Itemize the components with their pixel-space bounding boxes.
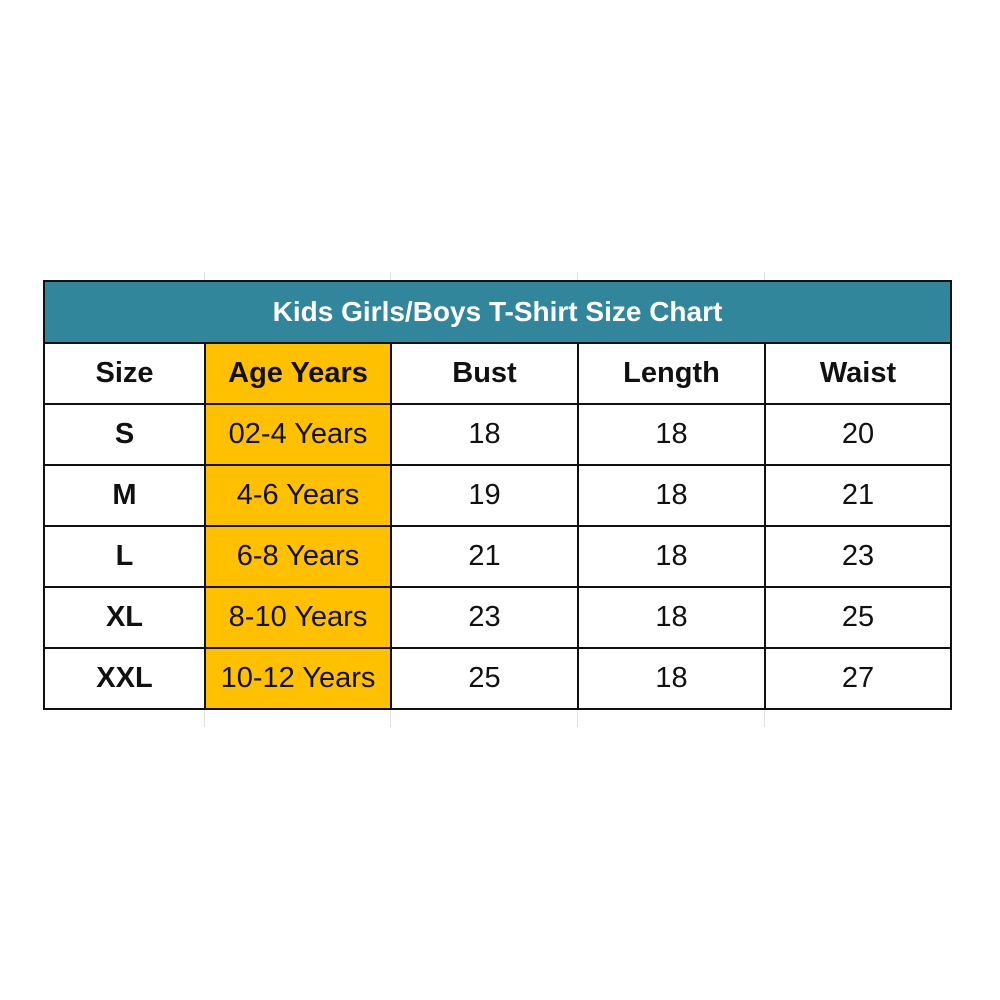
cell-length: 18 — [577, 525, 766, 588]
cell-length: 18 — [577, 403, 766, 466]
cell-waist: 20 — [763, 403, 953, 466]
table-row: L 6-8 Years 21 18 23 — [43, 525, 953, 588]
table-row: XL 8-10 Years 23 18 25 — [43, 586, 953, 649]
table-row: XXL 10-12 Years 25 18 27 — [43, 647, 953, 710]
column-header-age: Age Years — [204, 342, 392, 405]
header-row: Size Age Years Bust Length Waist — [43, 342, 953, 405]
cell-bust: 19 — [390, 464, 579, 527]
cell-age: 02-4 Years — [204, 403, 392, 466]
cell-size: XXL — [43, 647, 206, 710]
column-header-bust: Bust — [390, 342, 579, 405]
cell-bust: 18 — [390, 403, 579, 466]
table-row: S 02-4 Years 18 18 20 — [43, 403, 953, 466]
cell-size: M — [43, 464, 206, 527]
cell-waist: 21 — [763, 464, 953, 527]
cell-age: 10-12 Years — [204, 647, 392, 710]
cell-age: 4-6 Years — [204, 464, 392, 527]
column-header-waist: Waist — [763, 342, 953, 405]
cell-waist: 23 — [763, 525, 953, 588]
cell-bust: 21 — [390, 525, 579, 588]
cell-age: 6-8 Years — [204, 525, 392, 588]
cell-bust: 25 — [390, 647, 579, 710]
cell-length: 18 — [577, 464, 766, 527]
table-row: M 4-6 Years 19 18 21 — [43, 464, 953, 527]
cell-bust: 23 — [390, 586, 579, 649]
cell-size: XL — [43, 586, 206, 649]
cell-length: 18 — [577, 647, 766, 710]
cell-size: S — [43, 403, 206, 466]
column-header-length: Length — [577, 342, 766, 405]
size-chart-table: Kids Girls/Boys T-Shirt Size Chart Size … — [42, 280, 953, 710]
cell-waist: 25 — [763, 586, 953, 649]
column-header-size: Size — [43, 342, 206, 405]
cell-length: 18 — [577, 586, 766, 649]
cell-waist: 27 — [763, 647, 953, 710]
table-title: Kids Girls/Boys T-Shirt Size Chart — [42, 280, 953, 344]
cell-size: L — [43, 525, 206, 588]
cell-age: 8-10 Years — [204, 586, 392, 649]
